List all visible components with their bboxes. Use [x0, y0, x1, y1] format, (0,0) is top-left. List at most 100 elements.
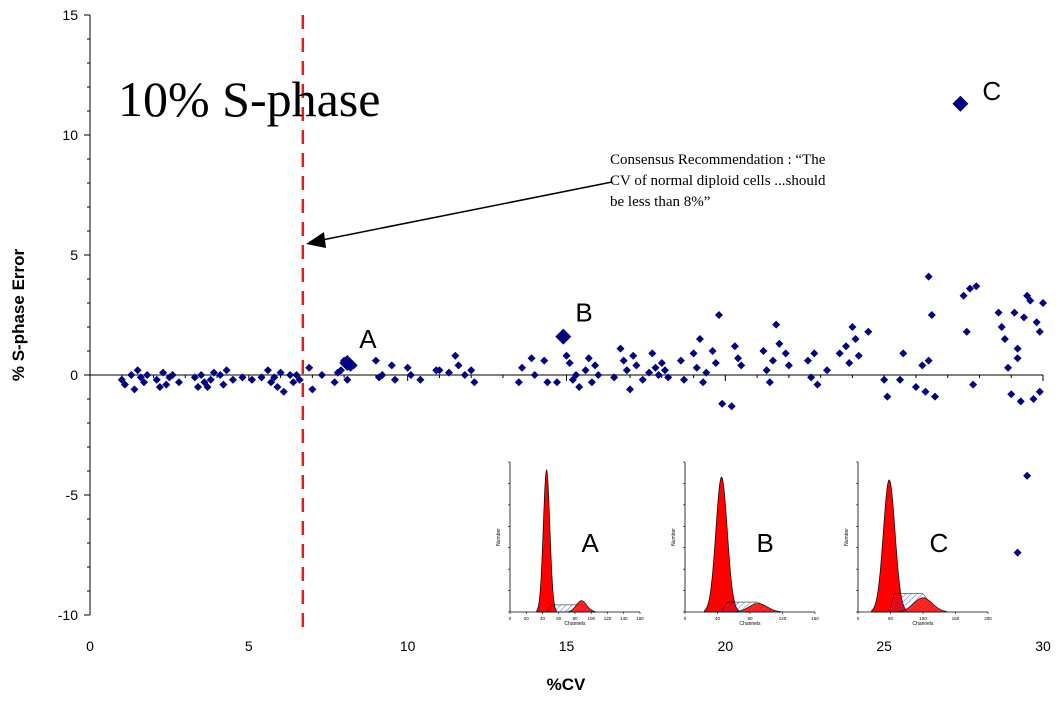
x-axis-label: %CV: [547, 675, 586, 694]
data-point: [959, 291, 968, 300]
data-point: [765, 378, 774, 387]
data-point: [286, 371, 295, 379]
data-point: [629, 351, 638, 360]
data-point: [416, 375, 425, 384]
data-point: [575, 383, 584, 391]
data-point: [454, 361, 463, 370]
data-point: [645, 368, 654, 377]
data-point: [435, 366, 444, 375]
data-point: [197, 371, 206, 379]
data-point: [527, 354, 536, 363]
data-point: [387, 361, 396, 370]
data-point: [152, 375, 161, 384]
data-point: [248, 375, 257, 384]
data-point: [727, 402, 736, 411]
data-point: [851, 335, 860, 343]
data-point: [854, 351, 863, 360]
data-point: [918, 361, 927, 370]
data-point: [1004, 363, 1013, 372]
data-point: [899, 349, 908, 358]
data-point: [622, 366, 631, 375]
annotation-arrow-line: [321, 181, 613, 241]
inset-g2-peak: [568, 600, 595, 613]
data-point: [1007, 390, 1016, 399]
data-point: [930, 392, 939, 401]
inset-g1-peak: [871, 479, 908, 613]
data-point: [781, 349, 790, 358]
data-point: [994, 308, 1003, 317]
data-point: [730, 342, 739, 351]
data-point: [518, 363, 527, 372]
data-point: [343, 375, 352, 384]
data-point: [695, 335, 704, 343]
data-point: [924, 356, 933, 365]
data-point: [921, 387, 930, 396]
inset-y-axis-label: Number: [671, 528, 677, 546]
data-point: [460, 371, 469, 379]
data-point: [711, 359, 720, 367]
inset-g1-peak: [704, 476, 739, 613]
data-point: [378, 371, 387, 379]
inset-x-tick-label: 80: [572, 616, 578, 621]
data-point: [775, 339, 784, 348]
data-point: [467, 366, 476, 375]
data-point: [174, 378, 183, 387]
data-point: [279, 387, 288, 396]
inset-x-tick-label: 100: [919, 616, 927, 621]
consensus-annotation: Consensus Recommendation : “The CV of nor…: [306, 152, 826, 248]
data-point: [162, 380, 171, 389]
data-point: [206, 375, 215, 384]
data-point: [689, 349, 698, 358]
data-point: [972, 282, 981, 291]
data-point: [371, 356, 380, 365]
data-point: [969, 380, 978, 389]
data-point: [845, 359, 854, 367]
data-point: [1032, 318, 1041, 327]
data-point: [1013, 354, 1022, 363]
data-point: [699, 378, 708, 387]
data-point: [514, 378, 523, 387]
data-point: [276, 368, 285, 377]
data-point: [238, 373, 247, 382]
inset-x-tick-label: 50: [888, 616, 894, 621]
data-point: [1013, 548, 1022, 557]
data-point: [289, 378, 298, 387]
data-point: [305, 363, 314, 372]
data-point: [1035, 327, 1044, 336]
highlight-point-c: [952, 95, 969, 112]
data-point: [896, 375, 905, 384]
inset-x-tick-label: 120: [779, 616, 787, 621]
data-point: [581, 366, 590, 375]
data-point: [194, 383, 203, 391]
data-point: [552, 378, 561, 387]
y-axis-label: % S-phase Error: [9, 248, 28, 381]
data-point: [822, 366, 831, 375]
inset-x-tick-label: 0: [684, 616, 687, 621]
axes: [84, 14, 1044, 616]
data-point: [572, 371, 581, 379]
inset-label-c: C: [930, 528, 949, 558]
inset-x-tick-label: 0: [857, 616, 860, 621]
x-tick-label: 10: [400, 638, 416, 654]
data-point: [216, 371, 225, 379]
data-point: [924, 272, 933, 281]
data-point: [470, 378, 479, 387]
data-point: [594, 371, 603, 379]
data-point: [587, 378, 596, 387]
data-point: [1026, 296, 1035, 305]
data-point: [451, 351, 460, 360]
data-point: [676, 356, 685, 365]
inset-x-tick-label: 140: [620, 616, 628, 621]
inset-c: 0 50 100 150 200 Channels Number C: [844, 461, 992, 627]
highlight-label-b: B: [575, 298, 592, 328]
data-point: [657, 359, 666, 367]
inset-x-axis-label: Channels: [739, 621, 761, 627]
data-point: [584, 354, 593, 363]
data-point: [692, 363, 701, 372]
data-point: [257, 373, 266, 382]
data-point: [130, 385, 139, 394]
inset-x-axis-label: Channels: [564, 621, 586, 627]
x-tick-label: 20: [718, 638, 734, 654]
data-point: [842, 342, 851, 351]
inset-x-tick-label: 40: [540, 616, 546, 621]
